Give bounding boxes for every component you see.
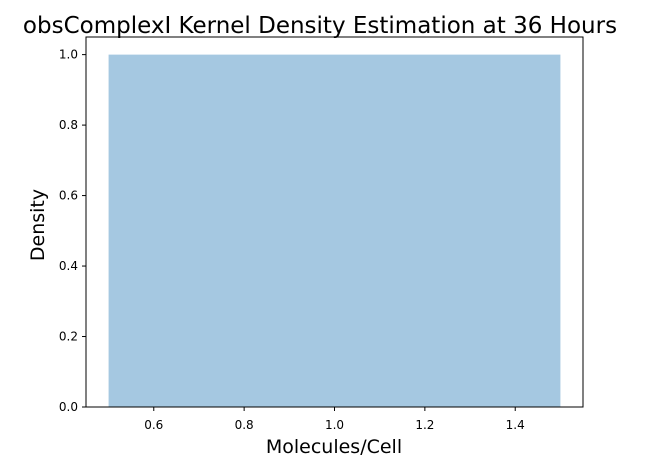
x-tick-label: 0.8 — [235, 418, 254, 432]
y-tick-label: 0.6 — [59, 189, 78, 203]
y-tick-label: 0.4 — [59, 259, 78, 273]
y-tick-label: 1.0 — [59, 48, 78, 62]
y-tick-label: 0.0 — [59, 400, 78, 414]
x-axis-label: Molecules/Cell — [266, 436, 402, 458]
y-axis-ticks: 0.0 0.2 0.4 0.6 0.8 1.0 — [59, 48, 86, 414]
x-tick-label: 0.6 — [144, 418, 163, 432]
density-bar-0 — [108, 54, 561, 407]
y-tick-label: 0.2 — [59, 330, 78, 344]
x-tick-label: 1.2 — [415, 418, 434, 432]
bars-layer — [108, 54, 561, 407]
y-tick-label: 0.8 — [59, 118, 78, 132]
x-tick-label: 1.4 — [506, 418, 525, 432]
x-tick-label: 1.0 — [325, 418, 344, 432]
y-axis-label: Density — [27, 189, 49, 261]
chart-title: obsComplexI Kernel Density Estimation at… — [23, 13, 617, 39]
x-axis-ticks: 0.6 0.8 1.0 1.2 1.4 — [144, 407, 525, 432]
